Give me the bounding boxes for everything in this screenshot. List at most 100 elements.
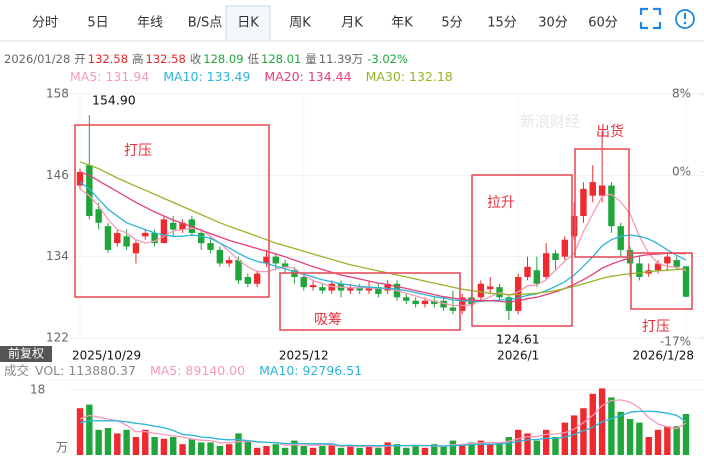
- quote-change: -3.02%: [367, 52, 408, 66]
- volume-bar: [123, 429, 130, 455]
- candle-body: [272, 256, 279, 264]
- tab[interactable]: 5日: [87, 16, 108, 31]
- volume-legend: 成交 VOL: 113880.37 MA5: 89140.00 MA10: 92796…: [4, 363, 362, 378]
- legend-entry: MA30: 132.18: [366, 69, 453, 84]
- volume-bar: [403, 447, 410, 455]
- volume-unit: 万: [56, 441, 68, 455]
- volume-bar: [375, 447, 382, 455]
- volume-bar: [384, 442, 391, 455]
- tab[interactable]: 日K: [237, 16, 259, 31]
- watermark: 新浪财经: [520, 113, 580, 131]
- quote-line: 2026/01/28 开 132.58 高 132.58 收 128.09 低 128.01 量 1…: [4, 52, 408, 66]
- volume-bar: [235, 433, 242, 455]
- quote-label: 量: [305, 52, 317, 66]
- candle-body: [244, 277, 252, 284]
- candle-body: [328, 283, 335, 291]
- candle-body: [114, 232, 121, 244]
- annotation-label: 拉升: [487, 195, 515, 211]
- tab[interactable]: 30分: [538, 16, 568, 31]
- volume-bar: [431, 444, 438, 455]
- quote-value: 128.09: [203, 52, 243, 66]
- volume-bar: [142, 429, 149, 455]
- ma-line: [79, 171, 687, 303]
- tab[interactable]: B/S点: [188, 16, 223, 31]
- volume-bar: [542, 429, 550, 455]
- candle-body: [608, 185, 615, 227]
- volume-bar: [496, 442, 503, 455]
- volume-bar: [477, 440, 485, 455]
- candle-body: [487, 286, 494, 290]
- ma-legend: MA5: 131.94 MA10: 133.49 MA20: 134.44 MA30:…: [70, 69, 453, 84]
- tab[interactable]: 60分: [588, 16, 618, 31]
- candle-body: [561, 239, 568, 257]
- volume-plot: 18 万: [30, 379, 704, 455]
- candle-body: [319, 287, 326, 291]
- adjust-label[interactable]: 前复权: [8, 346, 44, 361]
- volume-bar: [160, 438, 168, 455]
- volume-bar: [626, 419, 634, 455]
- quote-label: 开: [74, 52, 86, 66]
- tab[interactable]: 年线: [137, 16, 163, 31]
- volume-bar: [514, 429, 522, 455]
- candle-body: [132, 243, 140, 254]
- volume-bar: [188, 438, 196, 455]
- annotation-box: [574, 148, 630, 258]
- more-icon[interactable]: [675, 9, 695, 29]
- volume-bar: [216, 446, 224, 455]
- fullscreen-icon[interactable]: [639, 7, 662, 30]
- y-tick-label: 134: [46, 249, 69, 263]
- price-plot: 158 146 134 122 8% 0% -17% 2025/10/29 2025/12 202…: [46, 87, 704, 363]
- min-label: 124.61: [496, 332, 540, 347]
- candle-body: [356, 287, 363, 291]
- volume-bar: [440, 446, 447, 455]
- volume-bar: [617, 411, 624, 455]
- volume-bar: [95, 429, 102, 455]
- candle-body: [76, 171, 84, 186]
- candle-body: [524, 266, 531, 277]
- candle-body: [151, 232, 158, 244]
- x-tick-label: 2025/10/29: [72, 349, 141, 363]
- candle-body: [682, 266, 690, 297]
- tab[interactable]: 15分: [487, 16, 517, 31]
- volume-bar: [468, 442, 475, 455]
- adjust-badge[interactable]: [0, 346, 52, 362]
- annotation-label: 出货: [596, 123, 624, 140]
- candle-body: [664, 256, 671, 264]
- annotation-label: 打压: [642, 318, 670, 335]
- legend-entry: MA5: 89140.00: [150, 363, 245, 378]
- tab[interactable]: 年K: [391, 16, 413, 31]
- legend-entry: MA10: 92796.51: [259, 363, 362, 378]
- ma-line: [79, 181, 687, 303]
- candle-body: [449, 307, 457, 311]
- candle-body: [309, 285, 317, 288]
- candle-body: [300, 277, 307, 288]
- candle-body: [281, 263, 289, 267]
- volume-bar: [225, 444, 233, 455]
- y-tick-label: 122: [46, 331, 69, 345]
- quote-date: 2026/01/28: [4, 52, 70, 66]
- candle-body: [598, 185, 606, 196]
- volume-bar: [207, 442, 214, 455]
- tab[interactable]: 分时: [32, 16, 58, 31]
- x-tick-label: 2025/12: [279, 349, 329, 363]
- candle-body: [542, 253, 550, 277]
- volume-bar: [347, 446, 354, 455]
- candle-body: [170, 222, 177, 230]
- volume-bar: [552, 437, 559, 455]
- volume-bar: [356, 447, 363, 455]
- tab[interactable]: 月K: [341, 16, 363, 31]
- volume-bar: [505, 437, 513, 455]
- candle-body: [440, 300, 447, 308]
- candle-body: [570, 216, 578, 237]
- y-tick-label: 18: [30, 383, 45, 397]
- candle-body: [431, 300, 438, 305]
- volume-bar: [449, 440, 457, 455]
- candle-body: [142, 232, 149, 237]
- volume-bar: [170, 437, 177, 455]
- annotation-label: 打压: [124, 142, 152, 159]
- annotation-box: [279, 272, 461, 331]
- tab[interactable]: 周K: [289, 16, 311, 31]
- tab[interactable]: 5分: [441, 16, 462, 31]
